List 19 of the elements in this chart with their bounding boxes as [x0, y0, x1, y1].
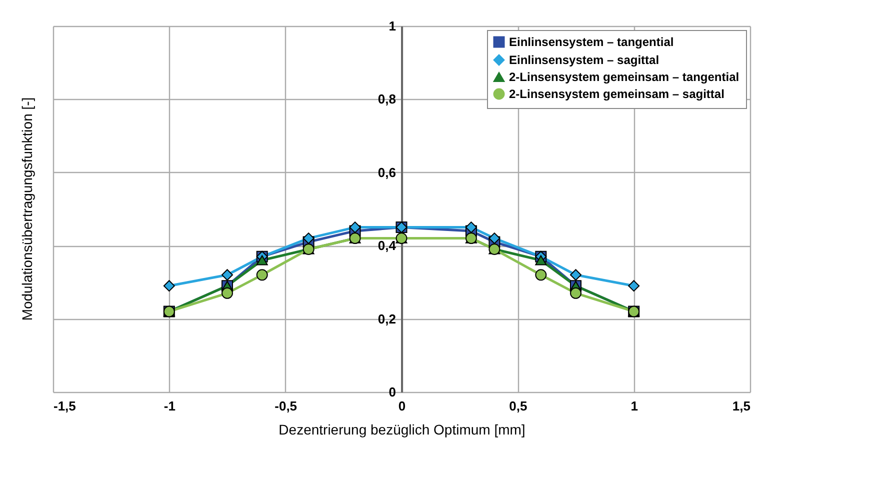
- x-tick-label: -1,5: [54, 398, 76, 414]
- legend-label: Einlinsensystem – sagittal: [509, 53, 660, 67]
- x-axis-title: Dezentrierung bezüglich Optimum [mm]: [278, 422, 526, 438]
- x-tick-label: 1: [630, 398, 638, 414]
- x-tick-label: 0,5: [509, 398, 528, 414]
- x-tick-label: -1: [164, 398, 176, 414]
- y-tick-label: 1: [388, 18, 396, 34]
- y-axis-title: Modulationsübertragungsfunktion [-]: [19, 97, 35, 321]
- x-tick-label: 0: [398, 398, 406, 414]
- y-tick-label: 0,6: [378, 164, 396, 180]
- legend-label: 2-Linsensystem gemeinsam – sagittal: [509, 87, 724, 101]
- legend-label: Einlinsensystem – tangential: [509, 35, 674, 49]
- y-tick-label: 0,4: [378, 238, 397, 254]
- legend-label: 2-Linsensystem gemeinsam – tangential: [509, 70, 740, 84]
- y-tick-label: 0,8: [378, 92, 396, 107]
- y-tick-label: 0: [388, 384, 396, 400]
- y-tick-label: 0,2: [378, 311, 396, 326]
- x-tick-label: 1,5: [732, 398, 750, 414]
- x-tick-label: -0,5: [274, 398, 298, 414]
